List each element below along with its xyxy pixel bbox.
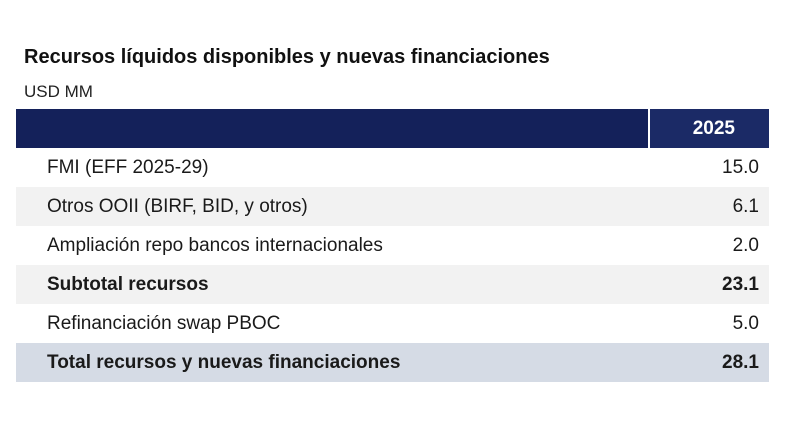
table-header: 2025 [16,109,769,148]
row-label: Refinanciación swap PBOC [47,313,281,334]
table-row: FMI (EFF 2025-29) 15.0 [16,148,769,187]
table-row: Refinanciación swap PBOC 5.0 [16,304,769,343]
row-label: Subtotal recursos [47,274,209,295]
year-column-header: 2025 [648,109,769,148]
row-value: 5.0 [732,313,759,334]
financing-table: 2025 FMI (EFF 2025-29) 15.0 Otros OOII (… [16,109,769,382]
row-value: 28.1 [722,352,759,373]
unit-label: USD MM [24,82,93,101]
row-value: 15.0 [722,157,759,178]
row-label: Ampliación repo bancos internacionales [47,235,383,256]
year-label: 2025 [692,118,735,139]
row-label: Total recursos y nuevas financiaciones [47,352,401,373]
table-row: Ampliación repo bancos internacionales 2… [16,226,769,265]
subtotal-row: Subtotal recursos 23.1 [16,265,769,304]
row-label: Otros OOII (BIRF, BID, y otros) [47,196,308,217]
row-value: 2.0 [732,235,759,256]
table-title: Recursos líquidos disponibles y nuevas f… [24,46,550,68]
row-value: 23.1 [722,274,759,295]
row-value: 6.1 [732,196,759,217]
total-row: Total recursos y nuevas financiaciones 2… [16,343,769,382]
row-label: FMI (EFF 2025-29) [47,157,209,178]
table-row: Otros OOII (BIRF, BID, y otros) 6.1 [16,187,769,226]
